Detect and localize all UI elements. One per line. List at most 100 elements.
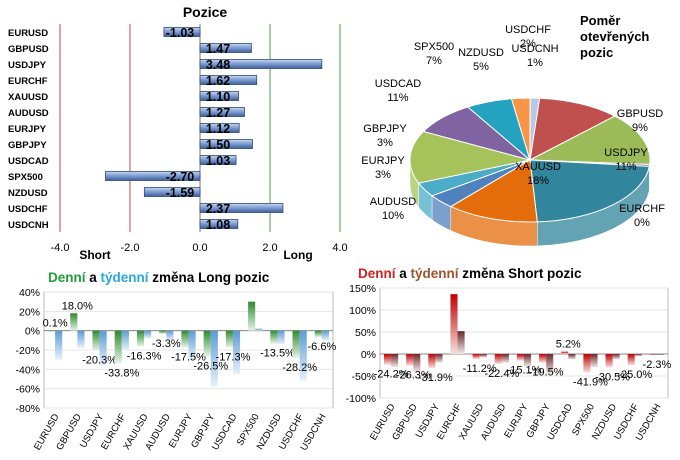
long-label: Long — [283, 248, 312, 262]
data-label: -33.8% — [104, 367, 139, 379]
data-label: 18.0% — [62, 300, 93, 312]
change-chart-title: Denní a týdenní změna Long pozic — [48, 270, 270, 285]
weekly-change-bar — [479, 354, 487, 358]
weekly-change-bar — [299, 330, 307, 381]
position-bar — [199, 139, 253, 149]
daily-change-bar — [516, 354, 524, 361]
pie-slice-value: 11% — [615, 161, 636, 173]
position-value-label: -1.03 — [166, 26, 195, 40]
daily-change-bar — [428, 354, 436, 369]
weekly-change-bar — [457, 331, 465, 354]
weekly-change-bar — [546, 354, 554, 374]
position-bar — [199, 43, 252, 53]
category-label: USDCNH — [8, 220, 49, 231]
pie-slice-value: 18% — [527, 175, 549, 187]
x-tick-label: 2.0 — [262, 242, 277, 254]
daily-change-bar — [649, 354, 657, 356]
category-label: SPX500 — [8, 172, 43, 183]
position-value-label: 1.10 — [206, 90, 230, 104]
data-label: -2.3% — [643, 359, 672, 371]
pie-slice-label: GBPJPY — [363, 123, 407, 135]
category-label: GBPUSD — [8, 44, 49, 55]
position-bar — [199, 91, 239, 101]
x-tick-label: 4.0 — [332, 242, 347, 254]
position-value-label: 1.12 — [206, 122, 230, 136]
weekly-change-bar — [524, 354, 532, 367]
pie-slice-label: USDCAD — [375, 78, 422, 90]
data-label: 5.2% — [556, 339, 581, 351]
weekly-change-bar — [321, 330, 329, 341]
title-part: změna Long pozic — [149, 270, 270, 285]
position-bar — [199, 107, 245, 117]
y-tick-label: -100% — [346, 393, 376, 405]
pie-slice — [409, 130, 531, 184]
category-label: XAUUSD — [8, 92, 48, 103]
short-label: Short — [79, 248, 110, 262]
plot-area — [379, 287, 669, 399]
pie-slice-value: 7% — [426, 55, 442, 67]
weekly-change-bar — [568, 354, 576, 360]
data-label: 0.1% — [43, 318, 68, 330]
data-label: -19.5% — [529, 367, 564, 379]
y-tick-label: 50% — [355, 327, 376, 339]
category-label: USDJPY — [8, 60, 47, 71]
pie-slice-value: 11% — [387, 92, 408, 104]
position-value-label: 1.27 — [206, 106, 230, 120]
position-bar — [199, 75, 258, 85]
weekly-change-bar — [413, 354, 421, 372]
pie-slice — [529, 97, 541, 161]
pie-slice-value: 9% — [632, 122, 648, 134]
y-tick-label: -40% — [15, 364, 40, 376]
weekly-change-bar — [501, 354, 509, 363]
daily-change-bar — [225, 330, 233, 348]
title-part: a — [396, 266, 411, 281]
pie-slice — [529, 159, 650, 223]
x-tick-label: -4.0 — [51, 242, 70, 254]
daily-change-bar — [605, 354, 613, 368]
data-label: -28.2% — [282, 362, 317, 374]
data-label: -17.3% — [216, 351, 251, 363]
category-label: NZDUSD — [8, 188, 48, 199]
pie-slice — [528, 115, 651, 165]
pie-slice-label: EURJPY — [361, 155, 405, 167]
data-label: -15.1% — [507, 365, 542, 377]
daily-change-bar — [539, 354, 547, 363]
position-value-label: 2.37 — [206, 202, 230, 216]
daily-change-bar — [472, 354, 480, 359]
short-change-chart: Denní a týdenní změna Short pozic 150% 100… — [346, 266, 672, 443]
pie-slice-label: SPX500 — [414, 41, 454, 53]
pie-slice-label: EURCHF — [619, 203, 665, 215]
position-bar — [105, 171, 201, 181]
category-label: EURCHF — [8, 76, 48, 87]
title-part: týdenní — [101, 270, 150, 285]
data-label: -6.6% — [308, 341, 337, 353]
position-value-label: 1.47 — [206, 42, 230, 56]
y-tick-label: 40% — [19, 287, 40, 299]
x-tick-label: -2.0 — [121, 242, 140, 254]
daily-change-bar — [136, 330, 145, 347]
title-part: Denní — [358, 266, 397, 281]
daily-change-bar — [583, 354, 591, 373]
position-bar — [143, 187, 201, 197]
daily-change-bar — [494, 354, 502, 364]
daily-change-bar — [383, 354, 392, 365]
pie-slice-value: 3% — [377, 137, 393, 149]
y-tick-label: 0% — [25, 326, 40, 338]
pie-slice-value: 3% — [375, 169, 391, 181]
data-label: -3.3% — [152, 338, 181, 350]
daily-change-bar — [561, 351, 569, 354]
title-part: týdenní — [411, 266, 460, 281]
pie-slice-value: 0% — [634, 217, 650, 229]
y-tick-label: -60% — [15, 384, 40, 396]
position-value-label: -2.70 — [166, 170, 195, 184]
y-tick-label: 150% — [349, 283, 376, 295]
y-tick-label: 20% — [19, 306, 40, 318]
change-chart-title: Denní a týdenní změna Short pozic — [358, 266, 582, 281]
daily-change-bar — [627, 354, 635, 365]
data-label: -17.5% — [171, 352, 206, 364]
weekly-change-bar — [435, 354, 443, 363]
daily-change-bar — [159, 330, 167, 334]
daily-change-bar — [181, 330, 189, 348]
